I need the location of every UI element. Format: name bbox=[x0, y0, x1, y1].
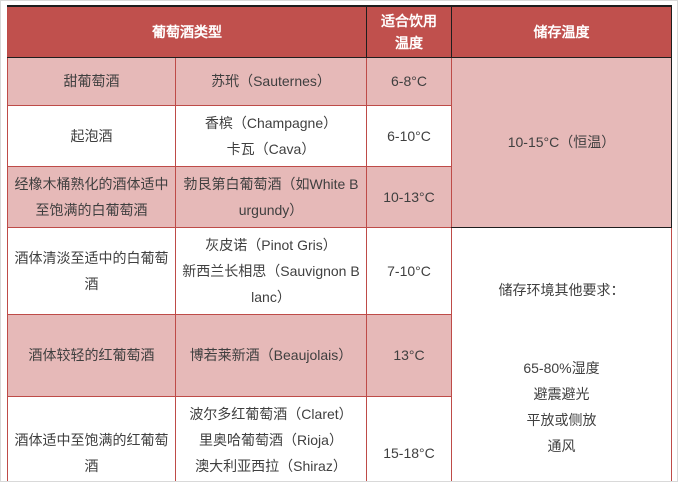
wine-category-cell: 经橡木桶熟化的酒体适中至饱满的白葡萄酒 bbox=[7, 165, 176, 228]
wine-examples-cell: 波尔多红葡萄酒（Claret） 里奥哈葡萄酒（Rioja） 澳大利亚西拉（Shi… bbox=[175, 395, 367, 481]
table-row: 酒体适中至饱满的红葡萄酒 波尔多红葡萄酒（Claret） 里奥哈葡萄酒（Rioj… bbox=[7, 395, 672, 481]
storage-requirements-title: 储存环境其他要求： bbox=[498, 281, 625, 298]
wine-examples-cell: 勃艮第白葡萄酒（如White Burgundy） bbox=[175, 165, 367, 228]
drinking-temp-cell: 10-13°C bbox=[366, 165, 452, 228]
drinking-temp-cell: 6-8°C bbox=[366, 56, 452, 106]
table-row: 酒体较轻的红葡萄酒 博若莱新酒（Beaujolais） 13°C bbox=[7, 313, 672, 397]
wine-category-cell: 酒体适中至饱满的红葡萄酒 bbox=[7, 395, 176, 481]
header-wine-type: 葡萄酒类型 bbox=[7, 5, 367, 58]
table-row: 酒体清淡至适中的白葡萄酒 灰皮诺（Pinot Gris） 新西兰长相思（Sauv… bbox=[7, 226, 672, 481]
drinking-temp-cell: 13°C bbox=[366, 313, 452, 397]
storage-requirements-list: 65-80%湿度 避震避光 平放或侧放 通风 bbox=[523, 359, 600, 454]
storage-constant-temp-cell: 10-15°C（恒温） bbox=[451, 56, 672, 228]
table-row: 起泡酒 香槟（Champagne） 卡瓦（Cava） 6-10°C bbox=[7, 104, 672, 167]
wine-examples-cell: 博若莱新酒（Beaujolais） bbox=[175, 313, 367, 397]
header-storage-temp: 储存温度 bbox=[451, 5, 672, 58]
wine-examples-cell: 灰皮诺（Pinot Gris） 新西兰长相思（Sauvignon Blanc） bbox=[175, 226, 367, 315]
drinking-temp-cell: 7-10°C bbox=[366, 226, 452, 315]
wine-examples-cell: 苏玳（Sauternes） bbox=[175, 56, 367, 106]
wine-category-cell: 甜葡萄酒 bbox=[7, 56, 176, 106]
wine-category-cell: 酒体清淡至适中的白葡萄酒 bbox=[7, 226, 176, 315]
table-row: 甜葡萄酒 苏玳（Sauternes） 6-8°C 10-15°C（恒温） bbox=[7, 56, 672, 228]
drinking-temp-cell: 15-18°C bbox=[366, 395, 452, 481]
wine-category-cell: 酒体较轻的红葡萄酒 bbox=[7, 313, 176, 397]
wine-examples-cell: 香槟（Champagne） 卡瓦（Cava） bbox=[175, 104, 367, 167]
wine-category-cell: 起泡酒 bbox=[7, 104, 176, 167]
header-drinking-temp: 适合饮用温度 bbox=[366, 5, 452, 58]
wine-temperature-table: 葡萄酒类型 适合饮用温度 储存温度 甜葡萄酒 苏玳（Sauternes） 6-8… bbox=[7, 5, 672, 481]
table-header-row: 葡萄酒类型 适合饮用温度 储存温度 bbox=[7, 5, 672, 58]
table-row: 经橡木桶熟化的酒体适中至饱满的白葡萄酒 勃艮第白葡萄酒（如White Burgu… bbox=[7, 165, 672, 228]
storage-other-requirements-cell: 储存环境其他要求： 65-80%湿度 避震避光 平放或侧放 通风 bbox=[451, 226, 672, 481]
drinking-temp-cell: 6-10°C bbox=[366, 104, 452, 167]
